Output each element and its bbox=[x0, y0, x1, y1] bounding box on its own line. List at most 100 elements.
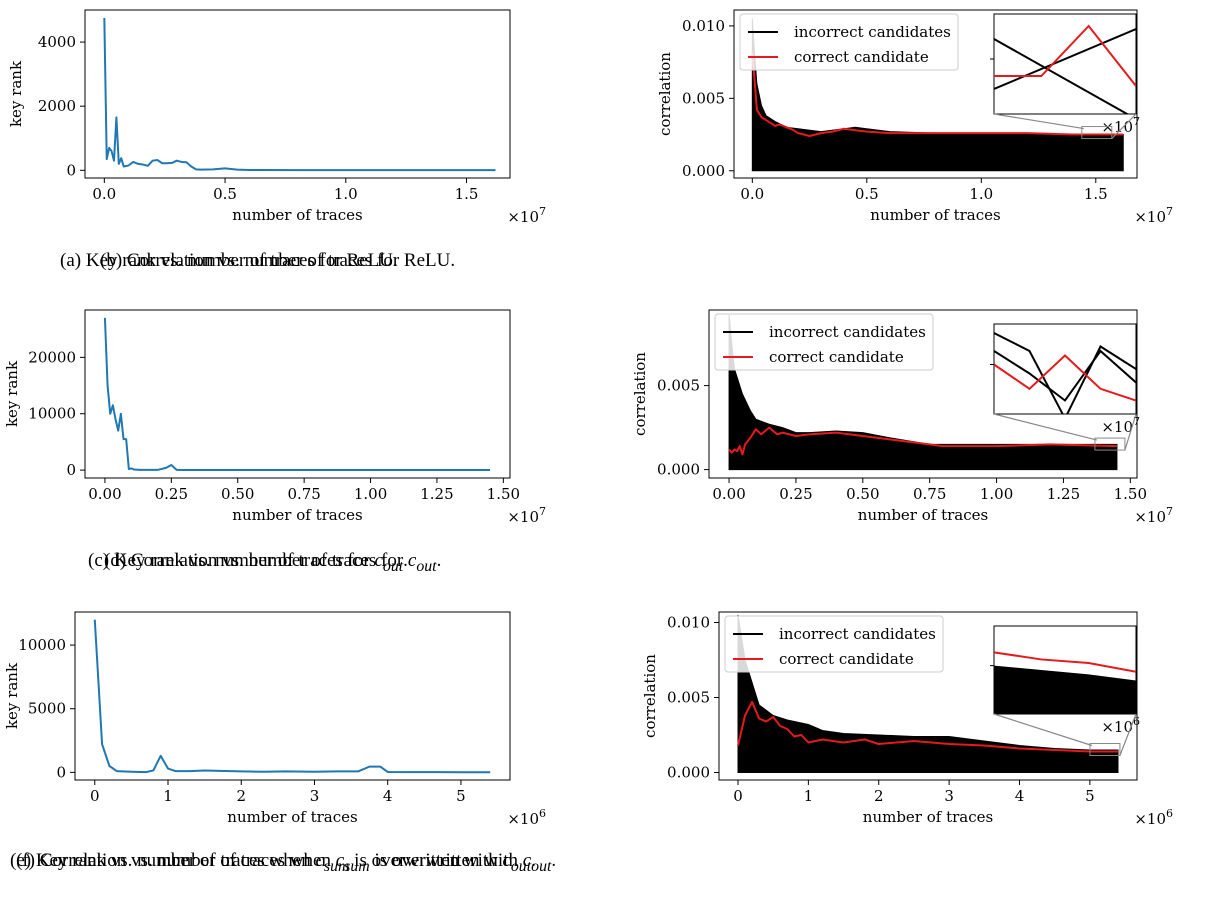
x-multiplier-label: ×107 bbox=[1101, 115, 1140, 136]
x-tick-label: 0 bbox=[90, 787, 100, 805]
x-tick-label: 1.50 bbox=[1114, 485, 1147, 503]
axes-frame bbox=[84, 309, 511, 479]
y-axis-label: correlation bbox=[631, 352, 649, 436]
x-tick-label: 0.00 bbox=[712, 485, 745, 503]
y-tick-label: 0 bbox=[56, 763, 66, 781]
legend-box bbox=[724, 615, 944, 673]
key-rank-line bbox=[103, 317, 491, 472]
y-tick-label: 0.000 bbox=[667, 764, 710, 782]
y-tick-label: 0.005 bbox=[682, 89, 725, 107]
x-tick-label: 0.25 bbox=[779, 485, 812, 503]
x-tick-label: 5 bbox=[456, 787, 466, 805]
y-tick-label: 2000 bbox=[38, 97, 76, 115]
x-tick-label: 0.75 bbox=[287, 485, 320, 503]
chart-f: 0 1 2 3 4 5 0.000 0.005 0.010 number of traces cor… bbox=[641, 611, 1173, 828]
y-tick-label: 0.005 bbox=[657, 377, 700, 395]
inset-zoom-box bbox=[1094, 437, 1126, 451]
legend-label: correct candidate bbox=[769, 348, 904, 366]
x-tick-label: 1.5 bbox=[1084, 185, 1108, 203]
y-tick-label: 0.010 bbox=[667, 614, 710, 632]
legend-label: correct candidate bbox=[794, 48, 929, 66]
legend-label: correct candidate bbox=[779, 650, 914, 668]
inset-incorrect-line bbox=[994, 38, 1130, 114]
x-axis-label: number of traces bbox=[232, 206, 362, 224]
inset-connector bbox=[993, 413, 1098, 441]
plot-area bbox=[751, 18, 1124, 172]
plot-area bbox=[737, 614, 1119, 773]
y-axis-label: key rank bbox=[3, 360, 21, 427]
correct-candidate-line bbox=[751, 51, 1124, 137]
x-multiplier-label: ×107 bbox=[1134, 505, 1173, 526]
y-tick-label: 0.000 bbox=[682, 162, 725, 180]
x-tick-label: 2 bbox=[236, 787, 246, 805]
y-axis-label: correlation bbox=[656, 52, 674, 136]
legend-label: incorrect candidates bbox=[769, 323, 926, 341]
x-multiplier-label: ×106 bbox=[507, 807, 546, 828]
key-rank-line bbox=[93, 619, 491, 774]
x-tick-label: 2 bbox=[874, 787, 884, 805]
x-tick-label: 0.75 bbox=[913, 485, 946, 503]
y-axis-label: correlation bbox=[641, 654, 659, 738]
x-tick-label: 1.0 bbox=[334, 185, 358, 203]
x-tick-label: 1.25 bbox=[1047, 485, 1080, 503]
inset-connector bbox=[1111, 113, 1137, 139]
legend: incorrect candidates correct candidate bbox=[739, 13, 959, 71]
plot-area bbox=[728, 314, 1118, 471]
y-axis-label: key rank bbox=[7, 60, 25, 127]
chart-d: 0.00 0.25 0.50 0.75 1.00 1.25 1.50 0.000 0.005 nu… bbox=[631, 309, 1173, 526]
inset-incorrect-line bbox=[994, 332, 1136, 414]
x-axis-label: number of traces bbox=[863, 808, 993, 826]
x-multiplier-label: ×107 bbox=[507, 205, 546, 226]
x-tick-label: 3 bbox=[944, 787, 954, 805]
plot-area bbox=[103, 17, 496, 172]
y-tick-label: 0.005 bbox=[667, 689, 710, 707]
inset-incorrect-band bbox=[994, 665, 1136, 714]
plot-area bbox=[93, 619, 491, 774]
inset-frame bbox=[993, 13, 1137, 115]
x-tick-label: 1.25 bbox=[420, 485, 453, 503]
legend-label: incorrect candidates bbox=[779, 625, 936, 643]
legend: incorrect candidates correct candidate bbox=[714, 313, 934, 371]
caption-b: (b) Correlation vs. number of traces for… bbox=[100, 250, 456, 271]
x-axis-label: number of traces bbox=[232, 506, 362, 524]
inset-incorrect-line bbox=[994, 28, 1136, 90]
y-tick-label: 10000 bbox=[18, 636, 66, 654]
axes-frame bbox=[84, 9, 511, 179]
y-tick-label: 10000 bbox=[28, 405, 76, 423]
legend-box bbox=[739, 13, 959, 71]
inset-correct-line bbox=[994, 24, 1136, 87]
x-tick-label: 1 bbox=[163, 787, 173, 805]
chart-c: 0.00 0.25 0.50 0.75 1.00 1.25 1.50 0 10000 20000 n… bbox=[3, 309, 546, 526]
axes-frame bbox=[718, 611, 1138, 781]
zoom-inset: ×106 bbox=[990, 625, 1140, 756]
x-multiplier-label: ×106 bbox=[1134, 807, 1173, 828]
y-tick-label: 0.000 bbox=[657, 461, 700, 479]
inset-zoom-box bbox=[1081, 126, 1113, 140]
x-tick-label: 0.0 bbox=[740, 185, 764, 203]
zoom-inset: ×107 bbox=[990, 13, 1140, 140]
legend: incorrect candidates correct candidate bbox=[724, 615, 944, 673]
caption-f: (f) Correlation vs. number of traces whe… bbox=[16, 850, 557, 875]
incorrect-candidates-band bbox=[737, 614, 1119, 773]
y-tick-label: 0 bbox=[66, 461, 76, 479]
x-tick-label: 4 bbox=[383, 787, 393, 805]
plot-area bbox=[103, 317, 491, 472]
caption-d: (d) Correlation vs. number of traces for… bbox=[104, 550, 442, 575]
inset-connector bbox=[1124, 413, 1137, 451]
caption-e: (e) Key rank vs. number of traces when c… bbox=[10, 850, 536, 875]
chart-a: 0.0 0.5 1.0 1.5 0 2000 4000 number of traces key… bbox=[7, 9, 546, 226]
key-rank-line bbox=[103, 17, 496, 172]
legend-box bbox=[714, 313, 934, 371]
inset-connector bbox=[993, 713, 1093, 747]
incorrect-candidates-band bbox=[751, 18, 1124, 172]
inset-correct-line bbox=[994, 651, 1136, 673]
x-tick-label: 1.0 bbox=[969, 185, 993, 203]
x-tick-label: 5 bbox=[1085, 787, 1095, 805]
x-tick-label: 0.50 bbox=[846, 485, 879, 503]
axes-frame bbox=[733, 9, 1138, 179]
x-tick-label: 0.50 bbox=[221, 485, 254, 503]
inset-connector bbox=[993, 113, 1084, 130]
y-axis-label: key rank bbox=[3, 662, 21, 729]
x-tick-label: 0.00 bbox=[88, 485, 121, 503]
